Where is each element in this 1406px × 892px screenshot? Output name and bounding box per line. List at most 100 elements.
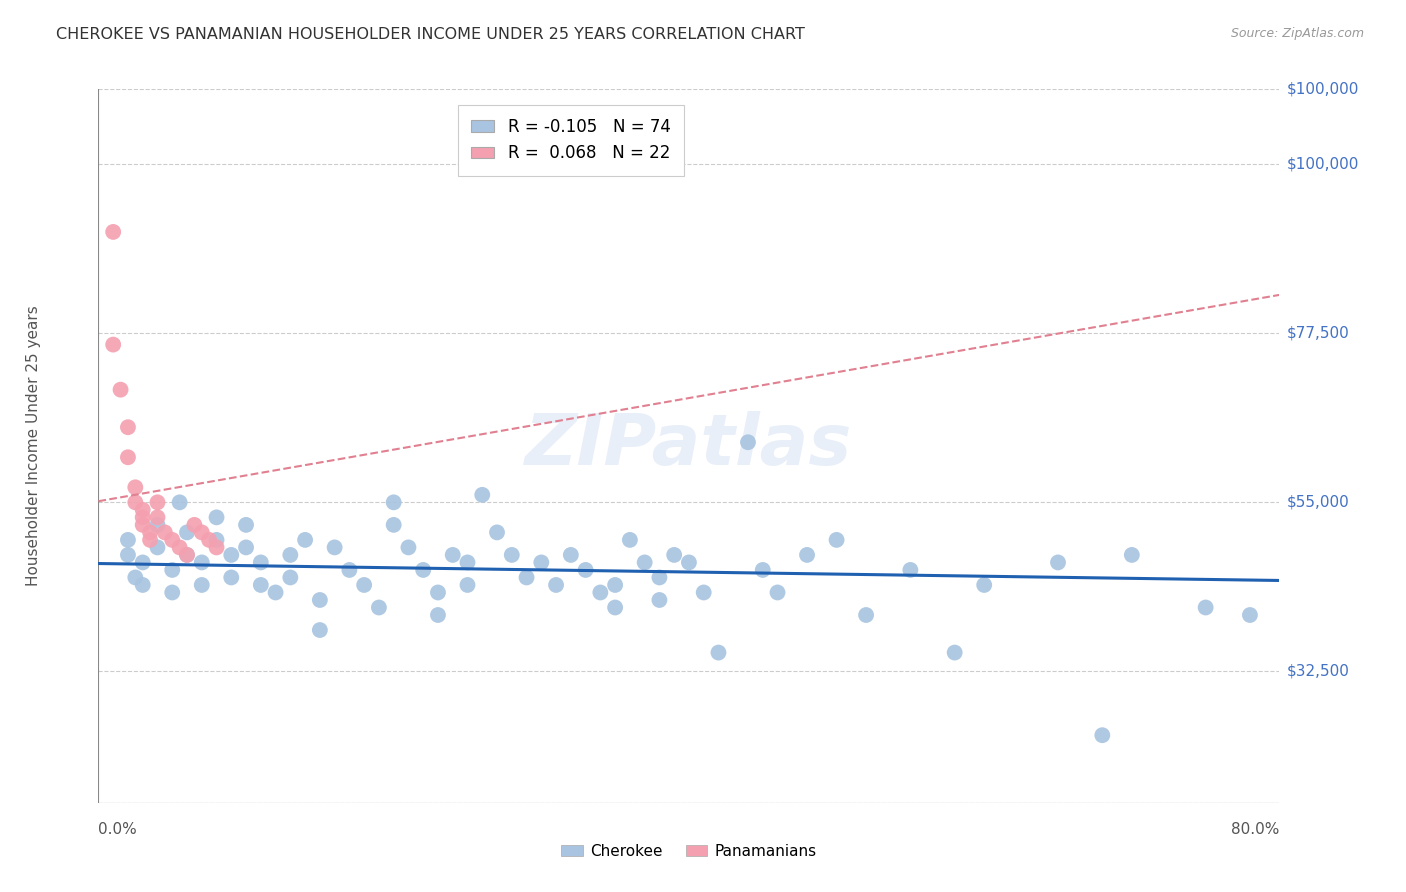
Text: 0.0%: 0.0% bbox=[98, 822, 138, 837]
Point bbox=[146, 510, 169, 524]
Point bbox=[900, 563, 922, 577]
Point bbox=[1239, 607, 1261, 622]
Point bbox=[574, 563, 596, 577]
Point bbox=[766, 585, 789, 599]
Point bbox=[605, 578, 627, 592]
Point bbox=[176, 548, 198, 562]
Point bbox=[264, 585, 287, 599]
Text: ZIPatlas: ZIPatlas bbox=[526, 411, 852, 481]
Point bbox=[205, 510, 228, 524]
Point bbox=[198, 533, 221, 547]
Point bbox=[589, 585, 612, 599]
Point bbox=[560, 548, 582, 562]
Point bbox=[103, 337, 125, 351]
Point bbox=[412, 563, 434, 577]
Point bbox=[162, 585, 183, 599]
Point bbox=[382, 517, 405, 532]
Point bbox=[176, 548, 198, 562]
Point bbox=[825, 533, 848, 547]
Point bbox=[117, 548, 139, 562]
Text: $100,000: $100,000 bbox=[1286, 82, 1358, 96]
Point bbox=[486, 525, 509, 540]
Point bbox=[139, 533, 162, 547]
Point bbox=[323, 541, 346, 555]
Point bbox=[693, 585, 716, 599]
Point bbox=[219, 570, 242, 584]
Point bbox=[441, 548, 464, 562]
Point bbox=[707, 646, 730, 660]
Point bbox=[146, 495, 169, 509]
Point bbox=[162, 563, 183, 577]
Point bbox=[648, 570, 671, 584]
Legend: Cherokee, Panamanians: Cherokee, Panamanians bbox=[554, 836, 824, 866]
Point bbox=[973, 578, 995, 592]
Point bbox=[678, 556, 700, 570]
Point bbox=[633, 556, 655, 570]
Point bbox=[205, 541, 228, 555]
Point bbox=[471, 488, 494, 502]
Point bbox=[737, 435, 759, 450]
Point bbox=[278, 548, 302, 562]
Point bbox=[427, 585, 450, 599]
Point bbox=[501, 548, 523, 562]
Point bbox=[205, 533, 228, 547]
Point bbox=[169, 541, 191, 555]
Text: $55,000: $55,000 bbox=[1286, 495, 1350, 510]
Text: $77,500: $77,500 bbox=[1286, 326, 1350, 341]
Point bbox=[619, 533, 641, 547]
Point bbox=[456, 556, 478, 570]
Point bbox=[124, 570, 146, 584]
Point bbox=[943, 646, 966, 660]
Point bbox=[139, 525, 162, 540]
Point bbox=[368, 600, 391, 615]
Point bbox=[1195, 600, 1218, 615]
Point bbox=[117, 420, 139, 434]
Point bbox=[294, 533, 316, 547]
Point bbox=[110, 383, 132, 397]
Point bbox=[132, 578, 155, 592]
Point bbox=[117, 533, 139, 547]
Point bbox=[132, 556, 155, 570]
Point bbox=[648, 593, 671, 607]
Point bbox=[250, 556, 273, 570]
Point bbox=[235, 541, 257, 555]
Point bbox=[191, 525, 214, 540]
Point bbox=[219, 548, 242, 562]
Point bbox=[309, 593, 332, 607]
Point bbox=[132, 503, 155, 517]
Text: 80.0%: 80.0% bbox=[1232, 822, 1279, 837]
Point bbox=[146, 541, 169, 555]
Point bbox=[544, 578, 567, 592]
Point bbox=[124, 480, 146, 494]
Point bbox=[103, 225, 125, 239]
Point bbox=[132, 510, 155, 524]
Point bbox=[117, 450, 139, 465]
Point bbox=[605, 600, 627, 615]
Point bbox=[664, 548, 686, 562]
Point bbox=[191, 556, 214, 570]
Point bbox=[427, 607, 450, 622]
Point bbox=[337, 563, 360, 577]
Point bbox=[796, 548, 818, 562]
Point bbox=[153, 525, 176, 540]
Point bbox=[124, 495, 146, 509]
Point bbox=[235, 517, 257, 532]
Point bbox=[396, 541, 419, 555]
Point bbox=[176, 525, 198, 540]
Text: $32,500: $32,500 bbox=[1286, 664, 1350, 679]
Point bbox=[855, 607, 877, 622]
Point bbox=[162, 533, 183, 547]
Point bbox=[309, 623, 332, 637]
Point bbox=[353, 578, 375, 592]
Text: Source: ZipAtlas.com: Source: ZipAtlas.com bbox=[1230, 27, 1364, 40]
Point bbox=[146, 517, 169, 532]
Point bbox=[1121, 548, 1143, 562]
Point bbox=[169, 495, 191, 509]
Point bbox=[1091, 728, 1114, 742]
Point bbox=[183, 517, 205, 532]
Point bbox=[751, 563, 773, 577]
Point bbox=[191, 578, 214, 592]
Point bbox=[515, 570, 537, 584]
Text: Householder Income Under 25 years: Householder Income Under 25 years bbox=[25, 306, 41, 586]
Point bbox=[132, 517, 155, 532]
